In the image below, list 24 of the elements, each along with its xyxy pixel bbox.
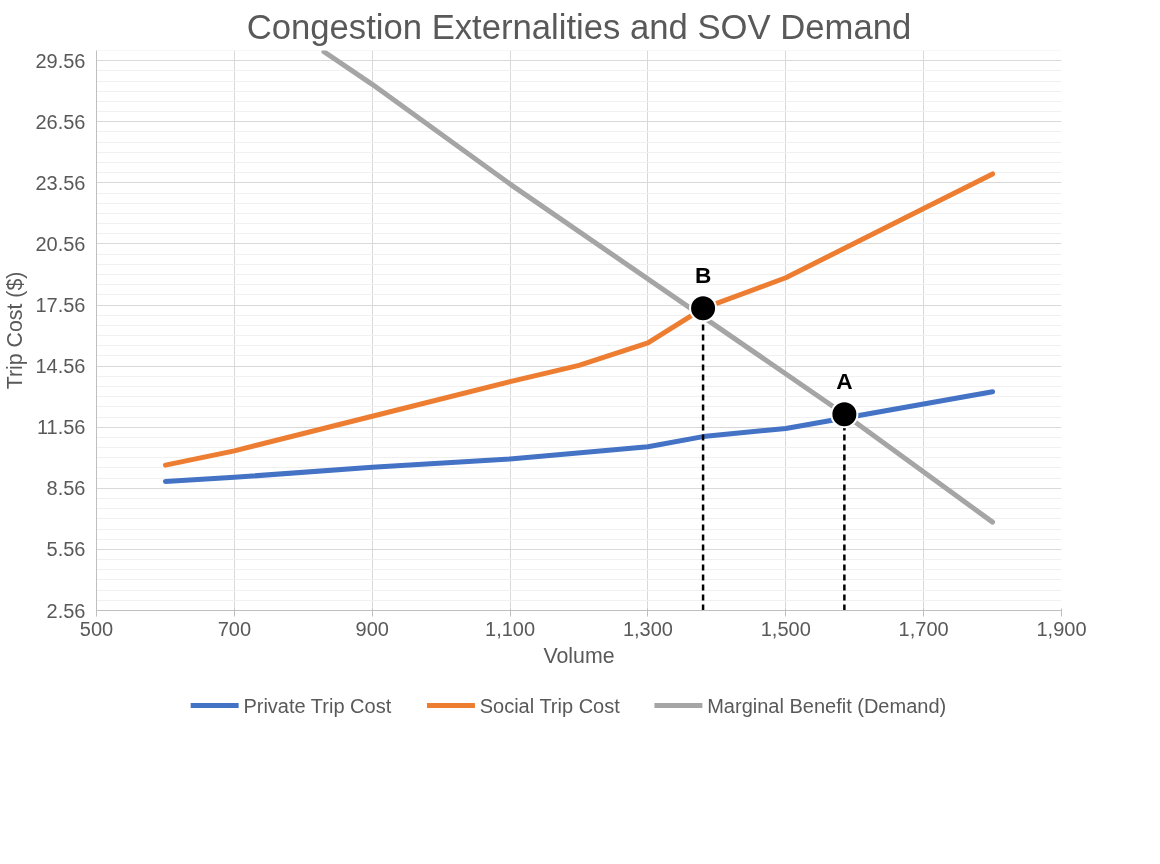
- x-axis-title: Volume: [543, 643, 615, 668]
- legend-label: Private Trip Cost: [243, 694, 392, 717]
- x-tick-label: 1,300: [622, 617, 673, 640]
- x-tick-label: 900: [355, 617, 389, 640]
- y-tick-label: 11.56: [36, 416, 86, 439]
- chart-title: Congestion Externalities and SOV Demand: [246, 7, 912, 46]
- x-tick-label: 1,700: [898, 617, 949, 640]
- y-tick-label: 5.56: [46, 538, 86, 561]
- y-tick-label: 17.56: [35, 294, 86, 317]
- legend-label: Social Trip Cost: [479, 694, 621, 717]
- x-tick-label: 1,500: [760, 617, 811, 640]
- y-axis-title: Trip Cost ($): [3, 271, 28, 390]
- y-tick-label: 8.56: [46, 477, 86, 500]
- y-tick-label: 26.56: [35, 110, 86, 133]
- y-tick-label: 23.56: [35, 171, 86, 194]
- y-tick-label: 29.56: [35, 49, 86, 72]
- annotation: A: [836, 368, 853, 395]
- annotation: B: [694, 262, 712, 289]
- x-tick-label: 1,900: [1036, 617, 1087, 640]
- y-tick-label: 14.56: [35, 355, 86, 378]
- legend-label: Marginal Benefit (Demand): [707, 694, 947, 717]
- x-tick-label: 1,100: [485, 617, 536, 640]
- y-tick-label: 20.56: [35, 232, 86, 255]
- x-tick-label: 700: [217, 617, 252, 640]
